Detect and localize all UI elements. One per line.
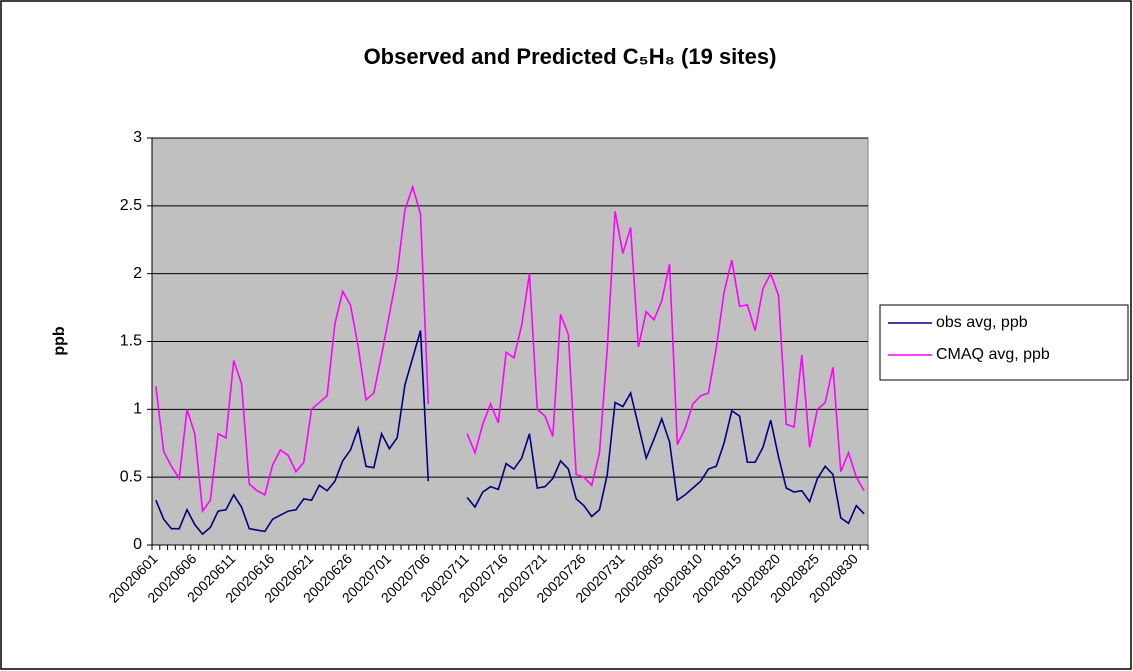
- y-tick-label: 2.5: [120, 197, 142, 214]
- y-tick-label: 2: [133, 265, 142, 282]
- y-axis-label: ppb: [51, 326, 68, 356]
- y-tick-label: 0.5: [120, 468, 142, 485]
- y-tick-label: 0: [133, 536, 142, 553]
- chart-title: Observed and Predicted C₅H₈ (19 sites): [364, 44, 777, 69]
- series-line: [155, 184, 865, 514]
- legend-box: [879, 304, 1129, 381]
- series-line: [155, 330, 865, 536]
- y-tick-label: 3: [133, 129, 142, 146]
- y-tick-label: 1: [133, 401, 142, 418]
- y-tick-label: 1.5: [120, 333, 142, 350]
- legend-label: obs avg, ppb: [936, 314, 1028, 331]
- legend-label: CMAQ avg, ppb: [936, 346, 1050, 363]
